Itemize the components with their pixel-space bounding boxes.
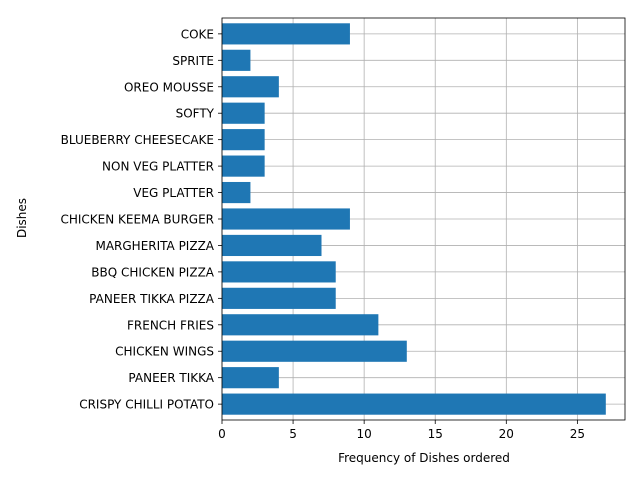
y-axis-label: Dishes xyxy=(15,198,29,238)
y-tick-label: BLUEBERRY CHEESECAKE xyxy=(61,133,214,147)
x-tick-label: 15 xyxy=(428,427,443,441)
y-tick-label: CRISPY CHILLI POTATO xyxy=(79,398,214,412)
bar-paneer-tikka xyxy=(222,367,279,389)
y-tick-label: VEG PLATTER xyxy=(133,186,214,200)
y-tick-label: COKE xyxy=(181,27,214,41)
bar-veg-platter xyxy=(222,181,251,204)
bar-chicken-wings xyxy=(222,340,407,362)
bar-non-veg-platter xyxy=(222,155,265,177)
bar-crispy-chilli-potato xyxy=(222,393,606,415)
bars xyxy=(222,23,606,415)
y-tick-label: CHICKEN WINGS xyxy=(115,345,214,359)
bar-coke xyxy=(222,23,350,45)
bar-chicken-keema-burger xyxy=(222,208,350,230)
x-tick-label: 20 xyxy=(499,427,514,441)
x-tick-label: 0 xyxy=(218,427,226,441)
x-tick-label: 25 xyxy=(570,427,585,441)
bar-sprite xyxy=(222,49,251,71)
y-tick-label: FRENCH FRIES xyxy=(127,318,214,332)
bar-softy xyxy=(222,102,265,124)
bar-french-fries xyxy=(222,314,379,336)
y-tick-label: CHICKEN KEEMA BURGER xyxy=(60,213,214,227)
bar-margherita-pizza xyxy=(222,234,322,257)
bar-oreo-mousse xyxy=(222,76,279,98)
bar-bbq-chicken-pizza xyxy=(222,261,336,283)
x-axis-label: Frequency of Dishes ordered xyxy=(338,451,510,465)
axes: 0 5 10 15 20 25 CRISPY CHILLI POTATO PANEER TIK… xyxy=(60,17,626,441)
y-tick-label: NON VEG PLATTER xyxy=(102,160,214,174)
x-tick-label: 5 xyxy=(289,427,297,441)
y-tick-label: SOFTY xyxy=(176,107,215,121)
y-tick-label: OREO MOUSSE xyxy=(124,80,214,94)
y-tick-label: SPRITE xyxy=(172,54,214,68)
y-tick-label: BBQ CHICKEN PIZZA xyxy=(91,265,215,279)
x-tick-label: 10 xyxy=(357,427,372,441)
y-tick-label: MARGHERITA PIZZA xyxy=(95,239,214,253)
bar-blueberry-cheesecake xyxy=(222,129,265,151)
y-tick-label: PANEER TIKKA PIZZA xyxy=(89,292,215,306)
y-tick-label: PANEER TIKKA xyxy=(128,371,214,385)
bar-paneer-tikka-pizza xyxy=(222,287,336,309)
